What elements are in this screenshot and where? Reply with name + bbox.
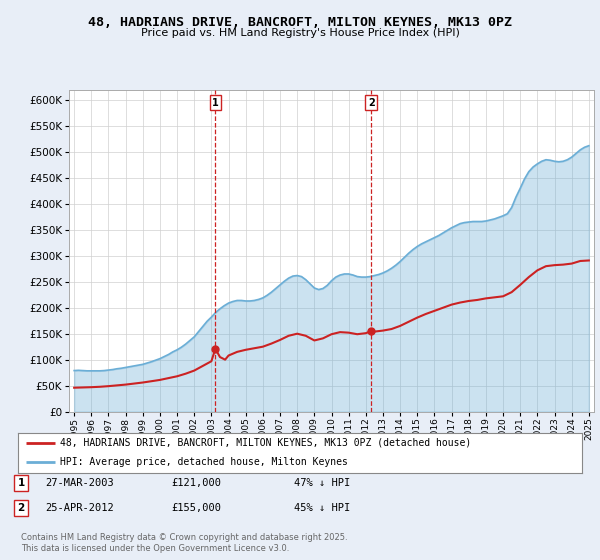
- Text: 1: 1: [17, 478, 25, 488]
- Text: 2: 2: [368, 97, 374, 108]
- Text: Price paid vs. HM Land Registry's House Price Index (HPI): Price paid vs. HM Land Registry's House …: [140, 28, 460, 38]
- Text: £121,000: £121,000: [171, 478, 221, 488]
- Text: 48, HADRIANS DRIVE, BANCROFT, MILTON KEYNES, MK13 0PZ (detached house): 48, HADRIANS DRIVE, BANCROFT, MILTON KEY…: [60, 438, 472, 448]
- Text: Contains HM Land Registry data © Crown copyright and database right 2025.
This d: Contains HM Land Registry data © Crown c…: [21, 533, 347, 553]
- Text: 47% ↓ HPI: 47% ↓ HPI: [294, 478, 350, 488]
- Text: 2: 2: [17, 503, 25, 513]
- Text: 48, HADRIANS DRIVE, BANCROFT, MILTON KEYNES, MK13 0PZ: 48, HADRIANS DRIVE, BANCROFT, MILTON KEY…: [88, 16, 512, 29]
- Text: 1: 1: [212, 97, 219, 108]
- Text: 27-MAR-2003: 27-MAR-2003: [45, 478, 114, 488]
- Text: 45% ↓ HPI: 45% ↓ HPI: [294, 503, 350, 513]
- Text: 25-APR-2012: 25-APR-2012: [45, 503, 114, 513]
- Text: £155,000: £155,000: [171, 503, 221, 513]
- Text: HPI: Average price, detached house, Milton Keynes: HPI: Average price, detached house, Milt…: [60, 457, 348, 467]
